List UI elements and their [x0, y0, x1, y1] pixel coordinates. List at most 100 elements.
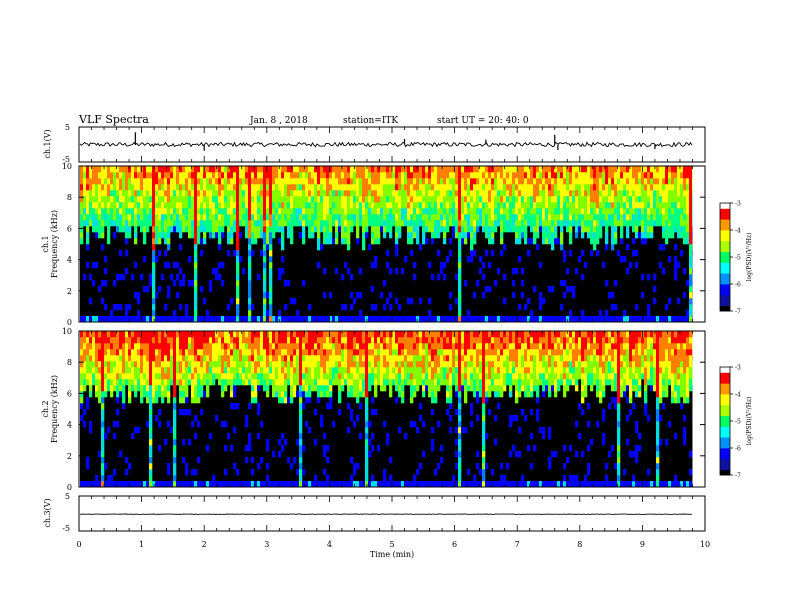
- s2-cell: [440, 343, 444, 350]
- s1-cell: [473, 178, 477, 185]
- s1-cell: [659, 244, 663, 251]
- s2-cell: [143, 379, 147, 386]
- s1-cell: [395, 316, 399, 323]
- s2-cell: [302, 349, 306, 356]
- s1-cell: [443, 226, 447, 233]
- s1-cell: [455, 172, 459, 179]
- s1-cell: [635, 316, 639, 323]
- s1-cell: [458, 214, 462, 221]
- s2-cell: [458, 427, 462, 434]
- s1-cell: [605, 220, 609, 227]
- s2-cell: [425, 349, 429, 356]
- s2-cell: [128, 397, 132, 404]
- s1-cell: [545, 232, 549, 239]
- s1-cell: [104, 304, 108, 311]
- s2-cell: [464, 379, 468, 386]
- s1-cell: [224, 220, 228, 227]
- s2-cell: [392, 367, 396, 374]
- s2-cell: [257, 481, 261, 488]
- s1-cell: [398, 214, 402, 221]
- s1-cell: [341, 184, 345, 191]
- s1-cell: [671, 214, 675, 221]
- s1-cell: [632, 184, 636, 191]
- s1-cell: [683, 172, 687, 179]
- s1-cell: [470, 202, 474, 209]
- s1-cell: [341, 196, 345, 203]
- s2-cell: [371, 343, 375, 350]
- s1-cell: [527, 178, 531, 185]
- s2-cell: [449, 403, 453, 410]
- s2-cell: [479, 337, 483, 344]
- s1-cell: [599, 184, 603, 191]
- s1-cell: [425, 190, 429, 197]
- s1-cell: [263, 250, 267, 257]
- s2-cell: [446, 391, 450, 398]
- s2-cell: [116, 379, 120, 386]
- s2-cell: [281, 379, 285, 386]
- s1-cell: [86, 190, 90, 197]
- s2-cell: [254, 391, 258, 398]
- s1-cell: [677, 172, 681, 179]
- s1-cell: [431, 178, 435, 185]
- s1-cell: [242, 178, 246, 185]
- s1-cell: [650, 226, 654, 233]
- s2-cell: [449, 361, 453, 368]
- s1-cell: [308, 178, 312, 185]
- s1-cell: [350, 196, 354, 203]
- s1-cell: [464, 280, 468, 287]
- s1-cell: [296, 202, 300, 209]
- s1-cell: [521, 208, 525, 215]
- s2-cell: [185, 469, 189, 476]
- s1-cell: [185, 220, 189, 227]
- s1-cell: [368, 214, 372, 221]
- s1-cell: [161, 166, 165, 173]
- s2-cell: [158, 409, 162, 416]
- s2-cell: [239, 373, 243, 380]
- s2-cell: [314, 439, 318, 446]
- s2-cell: [260, 361, 264, 368]
- s2-cell: [293, 331, 297, 338]
- s2-cell: [80, 367, 84, 374]
- s1-cell: [560, 316, 564, 323]
- s1-cell: [605, 178, 609, 185]
- s2-cell: [128, 331, 132, 338]
- s2-cell: [101, 415, 105, 422]
- s2-cell: [338, 385, 342, 392]
- s2-cell: [356, 373, 360, 380]
- s1-cell: [659, 172, 663, 179]
- s2-cell: [407, 367, 411, 374]
- s2-cell: [476, 379, 480, 386]
- s1-cell: [383, 214, 387, 221]
- s1-cell: [284, 214, 288, 221]
- s2-cell: [224, 373, 228, 380]
- s1-cell: [323, 226, 327, 233]
- s2-cell: [245, 373, 249, 380]
- s1-cell: [407, 238, 411, 245]
- s2-cell: [164, 331, 168, 338]
- s1-cell: [530, 172, 534, 179]
- s2-cell: [143, 385, 147, 392]
- s1-cell: [260, 214, 264, 221]
- s1-cell: [521, 214, 525, 221]
- ch1-ytick-top: 5: [65, 123, 70, 132]
- s1-cell: [314, 208, 318, 215]
- s1-cell: [311, 208, 315, 215]
- s2-cell: [125, 457, 129, 464]
- s2-cell: [158, 385, 162, 392]
- s1-cell: [458, 274, 462, 281]
- s1-ytick-label-1: 2: [67, 287, 72, 296]
- s1-cell: [542, 316, 546, 323]
- s1-cell: [572, 220, 576, 227]
- s2-cell: [359, 385, 363, 392]
- s1-cell: [221, 214, 225, 221]
- s1-cell: [572, 316, 576, 323]
- s1-cell: [392, 166, 396, 173]
- s1-cell: [194, 166, 198, 173]
- s2-cell: [479, 373, 483, 380]
- s1-cell: [284, 166, 288, 173]
- s2-cell: [197, 481, 201, 488]
- s1-cell: [266, 208, 270, 215]
- s1-cell: [419, 196, 423, 203]
- s1-cell: [545, 190, 549, 197]
- s2-cell: [272, 451, 276, 458]
